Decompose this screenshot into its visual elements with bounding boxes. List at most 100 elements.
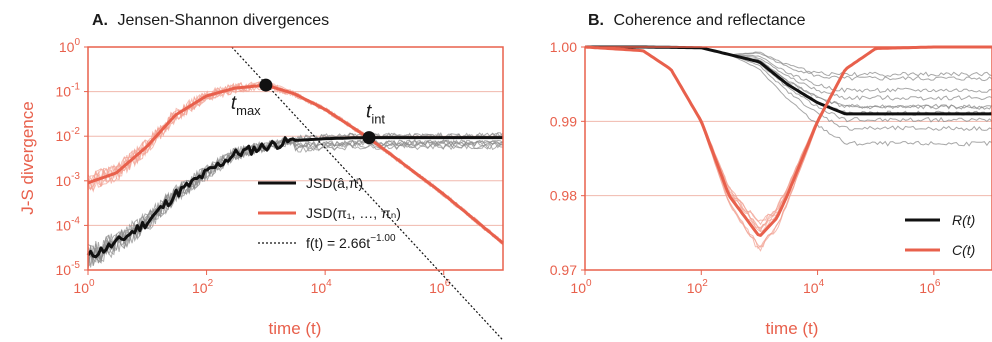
tmax-marker (259, 78, 273, 92)
tick-base: 10 (56, 262, 72, 278)
y-tick-label: 10-2 (56, 126, 81, 144)
x-tick-label: 106 (429, 278, 451, 296)
tick-base: 10 (56, 84, 72, 100)
panel-a-x-tick-labels: 100 102 104 106 (73, 270, 451, 296)
panel-b-legend: R(t) C(t) (905, 212, 975, 258)
tick-exponent: 4 (819, 278, 825, 289)
replicate-trace (87, 138, 504, 269)
x-tick-label: 102 (192, 278, 214, 296)
replicate-trace (87, 138, 504, 266)
panel-a-title-text: Jensen-Shannon divergences (117, 12, 329, 29)
y-tick-label: 0.97 (550, 262, 577, 278)
replicate-trace (585, 46, 992, 116)
panel-b-letter: B. (588, 12, 604, 29)
tick-exponent: -2 (71, 126, 80, 137)
panel-b-y-tick-labels: 1.00 0.99 0.98 0.97 (550, 39, 585, 278)
legend-label-jsd-a-pi: JSD(â,π̄) (306, 175, 363, 191)
panel-a-legend: JSD(â,π̄) JSD(π₁, …, πₙ) f(t) = 2.66t−1.… (258, 175, 401, 251)
annotation-subscript: max (236, 103, 261, 118)
legend-label-fit-exponent: −1.00 (370, 233, 396, 244)
tick-base: 10 (429, 280, 445, 296)
tick-base: 10 (570, 280, 586, 296)
y-tick-label: 0.99 (550, 113, 577, 129)
tick-exponent: -4 (71, 215, 80, 226)
replicate-trace (584, 46, 992, 248)
tick-exponent: -1 (71, 82, 80, 93)
x-tick-label: 104 (803, 278, 825, 296)
legend-label-c: C(t) (952, 242, 975, 258)
tint-label: tint (366, 102, 385, 127)
tick-exponent: 0 (74, 37, 80, 48)
y-tick-label: 10-1 (56, 82, 81, 100)
tick-exponent: 0 (89, 278, 95, 289)
tick-base: 10 (56, 217, 72, 233)
tick-exponent: 4 (326, 278, 332, 289)
tick-exponent: 0 (586, 278, 592, 289)
replicate-trace (585, 46, 992, 132)
y-tick-label: 1.00 (550, 39, 577, 55)
fit-line-f-t (231, 46, 504, 341)
panel-a-annotations: tmax tint (231, 78, 385, 145)
tick-base: 10 (56, 173, 72, 189)
tick-base: 10 (59, 39, 75, 55)
tick-base: 10 (56, 128, 72, 144)
tick-base: 10 (919, 280, 935, 296)
panel-a-y-axis-label: J-S divergence (18, 101, 37, 214)
y-tick-label: 10-5 (56, 260, 81, 278)
replicate-trace (87, 139, 504, 269)
replicate-trace (87, 139, 504, 264)
panel-a-axes-frame (87, 46, 504, 271)
tick-exponent: 2 (702, 278, 708, 289)
series-line-jsd-pi (87, 83, 504, 245)
tick-exponent: 6 (445, 278, 451, 289)
panel-b-axes-frame (584, 46, 992, 271)
annotation-base: t (231, 93, 237, 114)
tick-base: 10 (803, 280, 819, 296)
replicate-trace (87, 132, 504, 267)
replicate-trace (87, 139, 504, 268)
tick-base: 10 (73, 280, 89, 296)
panel-b-title-text: Coherence and reflectance (613, 12, 805, 29)
x-tick-label: 100 (73, 278, 95, 296)
x-tick-label: 106 (919, 278, 941, 296)
panel-a-title: A. Jensen-Shannon divergences (92, 12, 329, 29)
panel-b-x-axis-label: time (t) (766, 319, 819, 338)
legend-label-fit-base: f(t) = 2.66t (306, 235, 370, 251)
replicate-trace (584, 46, 992, 250)
tick-base: 10 (192, 280, 208, 296)
panel-a-replicate-traces (87, 80, 504, 269)
tmax-label: tmax (231, 93, 261, 118)
tick-exponent: 6 (935, 278, 941, 289)
legend-label-fit: f(t) = 2.66t−1.00 (306, 233, 396, 251)
y-tick-label: 10-4 (56, 215, 81, 233)
legend-label-jsd-pi: JSD(π₁, …, πₙ) (306, 205, 401, 221)
tick-base: 10 (687, 280, 703, 296)
replicate-trace (585, 46, 992, 147)
tick-base: 10 (311, 280, 327, 296)
legend-label-r: R(t) (952, 212, 975, 228)
panel-a-letter: A. (92, 12, 108, 29)
panel-b: B. Coherence and reflectance 1.00 0.99 0.9… (550, 12, 992, 338)
y-tick-label: 10-3 (56, 171, 81, 189)
panel-a-series (86, 46, 504, 341)
tick-exponent: 2 (208, 278, 214, 289)
series-line-jsd-a-pi (86, 136, 503, 259)
panel-b-x-tick-labels: 100 102 104 106 (570, 270, 941, 296)
annotation-subscript: int (371, 112, 385, 127)
annotation-base: t (366, 102, 372, 123)
tick-exponent: -5 (71, 260, 80, 271)
replicate-trace (87, 136, 504, 266)
x-tick-label: 104 (311, 278, 333, 296)
panel-b-title: B. Coherence and reflectance (588, 12, 806, 29)
tint-marker (362, 131, 376, 145)
tick-exponent: -3 (71, 171, 80, 182)
y-tick-label: 0.98 (550, 188, 577, 204)
x-tick-label: 100 (570, 278, 592, 296)
y-tick-label: 100 (59, 37, 81, 55)
panel-a-gridlines (88, 91, 503, 226)
panel-a-x-axis-label: time (t) (269, 319, 322, 338)
replicate-trace (87, 132, 504, 260)
